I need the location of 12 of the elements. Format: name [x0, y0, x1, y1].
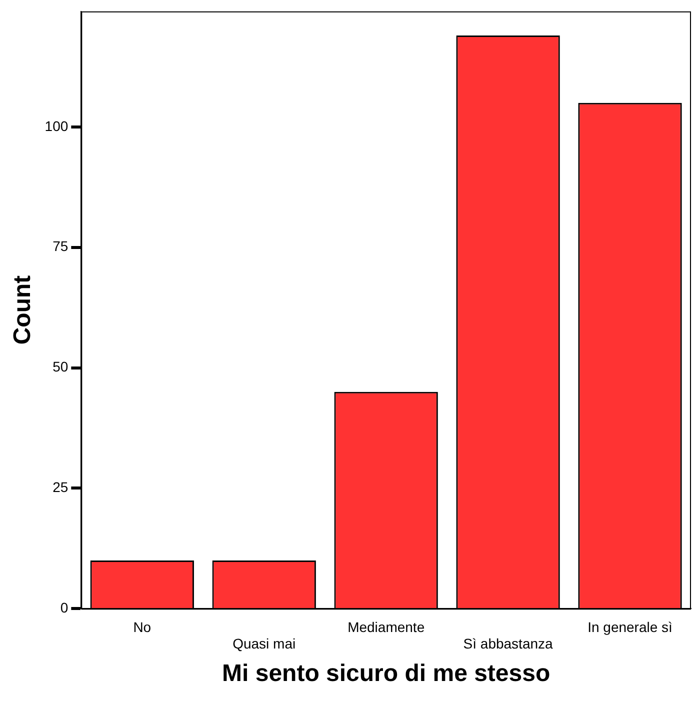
x-tick-label: In generale sì	[588, 618, 672, 635]
y-tick-label: 75	[52, 238, 68, 254]
x-axis-title: Mi sento sicuro di me stesso	[222, 660, 550, 688]
y-axis-title: Count	[9, 275, 36, 345]
x-tick-label: Sì abbastanza	[463, 636, 554, 652]
x-tick-label: Quasi mai	[232, 636, 296, 652]
y-tick-label: 25	[52, 479, 68, 496]
x-tick-label: Mediamente	[348, 618, 425, 635]
y-tick-label: 0	[60, 599, 68, 616]
y-tick-label: 100	[44, 118, 68, 134]
x-tick-label: No	[133, 618, 152, 635]
y-tick-label: 50	[52, 358, 68, 375]
